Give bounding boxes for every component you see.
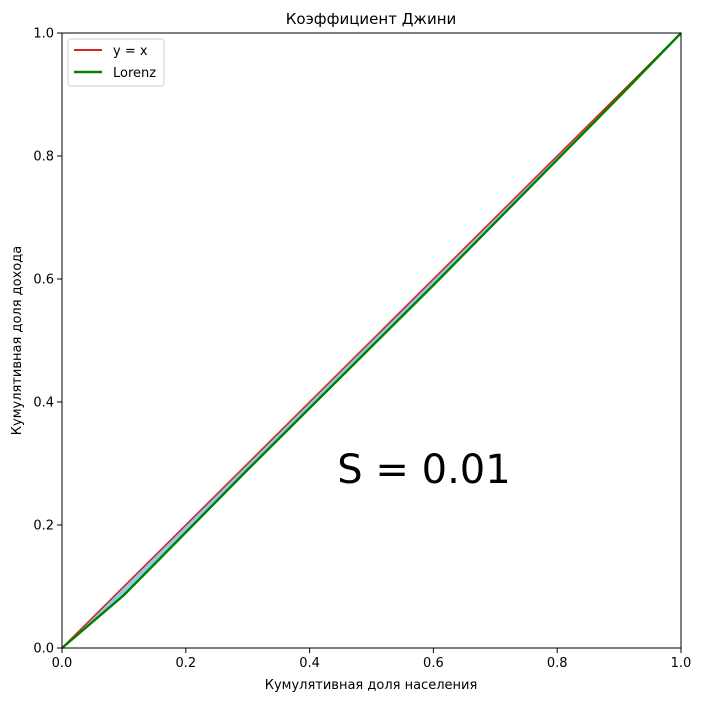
x-axis: 0.0 0.2 0.4 0.6 0.8 1.0: [52, 648, 692, 671]
legend-label-lorenz: Lorenz: [113, 66, 156, 81]
legend-label-y-equals-x: y = x: [113, 44, 148, 59]
y-tick-label: 0.8: [33, 150, 54, 165]
x-tick-label: 1.0: [671, 656, 692, 671]
gini-annotation: S = 0.01: [337, 447, 510, 493]
y-tick-label: 0.2: [33, 519, 54, 534]
y-tick-label: 0.6: [33, 273, 54, 288]
x-tick-label: 0.2: [175, 656, 196, 671]
plot-frame: [61, 32, 682, 649]
y-axis: 0.0 0.2 0.4 0.6 0.8 1.0: [33, 27, 62, 657]
y-tick-label: 0.0: [33, 642, 54, 657]
line-lorenz: [61, 32, 682, 649]
chart-title: Коэффициент Джини: [286, 10, 457, 28]
x-tick-label: 0.8: [547, 656, 568, 671]
y-axis-label: Кумулятивная доля дохода: [10, 246, 25, 435]
series-layer: [61, 32, 682, 649]
x-tick-label: 0.6: [423, 656, 444, 671]
line-y-equals-x: [61, 32, 682, 649]
x-tick-label: 0.0: [52, 656, 73, 671]
x-axis-label: Кумулятивная доля населения: [265, 678, 478, 693]
y-tick-label: 0.4: [33, 396, 54, 411]
y-tick-label: 1.0: [33, 27, 54, 42]
x-tick-label: 0.4: [299, 656, 320, 671]
legend: y = x Lorenz: [67, 38, 165, 87]
